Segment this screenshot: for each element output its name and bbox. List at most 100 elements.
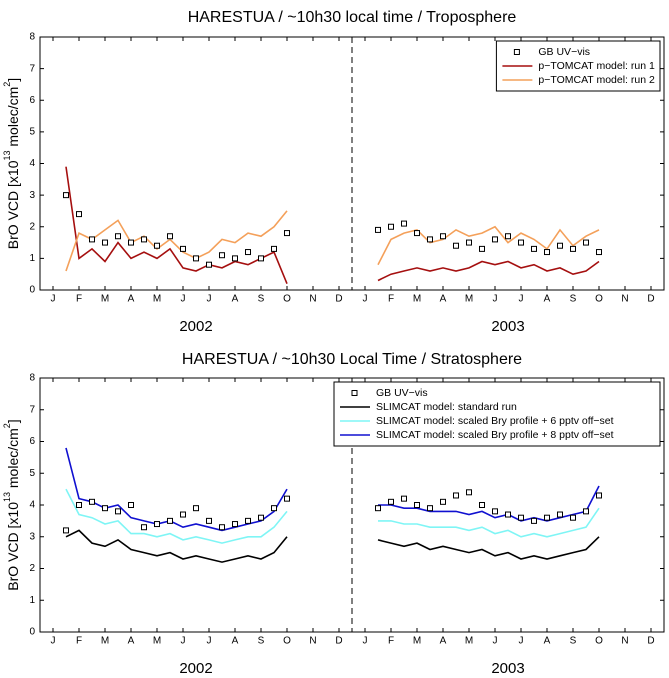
data-point — [531, 245, 537, 252]
x-tick-label: M — [413, 294, 421, 305]
x-tick-label: O — [283, 636, 291, 647]
data-point — [544, 514, 550, 521]
y-axis-label-part: molec/cm — [5, 428, 21, 492]
chart-title: HARESTUA / ~10h30 local time / Troposphe… — [188, 9, 517, 26]
y-tick-label: 8 — [29, 373, 35, 384]
data-point — [557, 511, 563, 518]
y-tick-label: 0 — [29, 285, 35, 296]
data-point — [466, 489, 472, 496]
y-axis-label-part: ] — [5, 419, 21, 423]
data-point — [141, 524, 147, 531]
y-tick-label: 2 — [29, 221, 35, 232]
data-point — [557, 242, 563, 249]
x-tick-label: J — [207, 294, 212, 305]
y-tick-label: 8 — [29, 32, 35, 43]
data-point — [388, 223, 394, 230]
x-tick-label: A — [440, 294, 447, 305]
data-point — [388, 498, 394, 505]
x-tick-label: S — [570, 636, 577, 647]
x-tick-label: N — [309, 636, 316, 647]
data-point — [232, 521, 238, 528]
data-point — [128, 239, 134, 246]
x-tick-label: M — [465, 636, 473, 647]
x-tick-label: J — [181, 294, 186, 305]
data-point — [167, 233, 173, 240]
x-tick-label: A — [232, 294, 239, 305]
y-axis-label-sup: 13 — [2, 150, 12, 160]
legend-marker — [513, 49, 520, 55]
data-point — [453, 242, 459, 249]
x-tick-label: S — [258, 636, 265, 647]
data-point — [596, 492, 602, 499]
data-point — [232, 255, 238, 262]
data-point — [518, 514, 524, 521]
legend-label: GB UV−vis — [538, 46, 590, 58]
data-point — [219, 252, 225, 259]
x-tick-label: M — [153, 294, 161, 305]
legend-label: p−TOMCAT model: run 1 — [538, 60, 655, 72]
data-point — [193, 505, 199, 512]
data-point — [570, 514, 576, 521]
data-point — [219, 524, 225, 531]
x-tick-label: F — [76, 294, 82, 305]
x-tick-label: J — [51, 636, 56, 647]
data-point — [570, 245, 576, 252]
x-tick-label: S — [258, 294, 265, 305]
x-tick-label: M — [101, 636, 109, 647]
y-tick-label: 6 — [29, 95, 35, 106]
x-tick-label: F — [388, 636, 394, 647]
x-tick-label: J — [363, 294, 368, 305]
data-point — [271, 505, 277, 512]
y-tick-label: 4 — [29, 158, 35, 169]
data-point — [401, 220, 407, 227]
year-label: 2003 — [491, 318, 524, 335]
data-point — [375, 226, 381, 233]
x-tick-label: D — [335, 294, 342, 305]
y-axis-label-part: BrO VCD [x10 — [5, 502, 21, 591]
legend-label: GB UV−vis — [376, 387, 428, 399]
y-axis-label-part: ] — [5, 78, 21, 82]
y-axis-label-sup: 2 — [2, 423, 12, 428]
chart-title: HARESTUA / ~10h30 Local Time / Stratosph… — [182, 351, 522, 368]
y-tick-label: 3 — [29, 190, 35, 201]
y-tick-label: 7 — [29, 404, 35, 415]
data-point — [154, 242, 160, 249]
data-point — [89, 498, 95, 505]
x-tick-label: A — [544, 636, 551, 647]
x-tick-label: F — [76, 636, 82, 647]
x-tick-label: S — [570, 294, 577, 305]
data-point — [414, 502, 420, 508]
x-tick-label: O — [283, 294, 291, 305]
data-point — [245, 249, 251, 256]
x-tick-label: M — [465, 294, 473, 305]
data-point — [583, 239, 589, 246]
y-tick-label: 1 — [29, 595, 35, 606]
data-point — [505, 233, 511, 240]
data-point — [206, 261, 212, 268]
x-tick-label: O — [595, 294, 603, 305]
year-label: 2002 — [179, 660, 212, 677]
x-tick-label: M — [101, 294, 109, 305]
data-point — [63, 192, 69, 199]
data-point — [492, 236, 498, 243]
x-tick-label: N — [621, 636, 628, 647]
data-point — [193, 255, 199, 262]
y-axis-label: BrO VCD [x1013 molec/cm2] — [2, 78, 20, 249]
x-tick-label: A — [128, 636, 135, 647]
x-tick-label: D — [335, 636, 342, 647]
data-point — [258, 255, 264, 262]
year-label: 2003 — [491, 660, 524, 677]
legend-marker — [351, 390, 358, 396]
data-point — [180, 511, 186, 518]
data-point — [479, 245, 485, 252]
x-tick-label: J — [493, 294, 498, 305]
x-tick-label: M — [153, 636, 161, 647]
x-tick-label: N — [309, 294, 316, 305]
data-point — [63, 527, 69, 534]
y-axis-label: BrO VCD [x1013 molec/cm2] — [2, 419, 20, 590]
data-point — [427, 236, 433, 243]
data-point — [284, 495, 290, 502]
legend-label: SLIMCAT model: scaled Bry profile + 6 pp… — [376, 415, 614, 427]
y-tick-label: 6 — [29, 436, 35, 447]
